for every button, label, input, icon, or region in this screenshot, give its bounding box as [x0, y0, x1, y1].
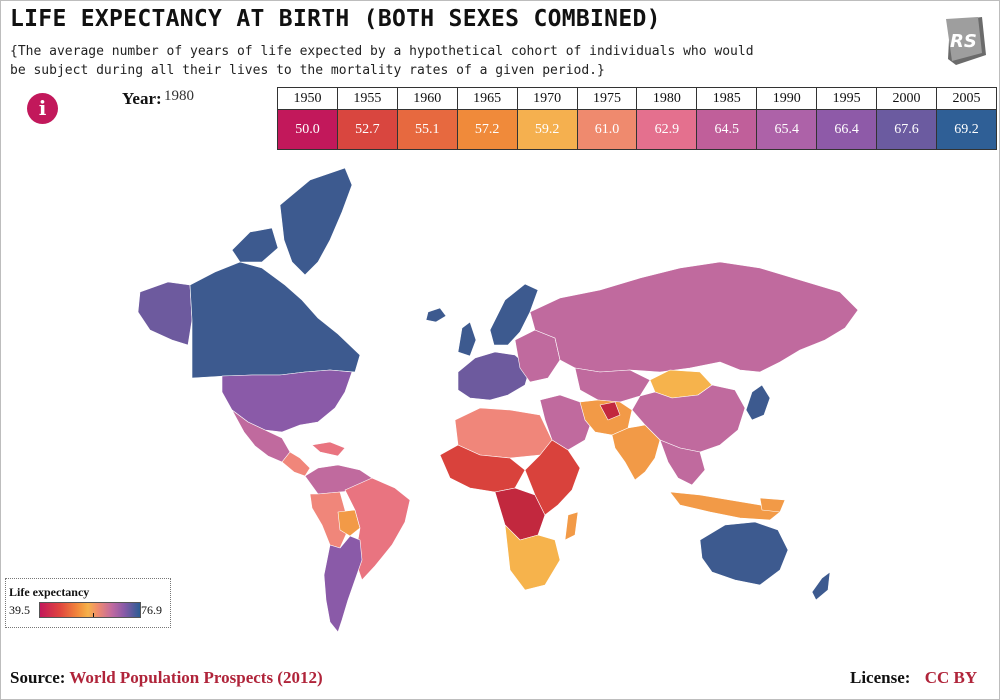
year-selector-table: 1950 1955 1960 1965 1970 1975 1980 1985 … — [277, 87, 998, 150]
source-link[interactable]: World Population Prospects (2012) — [69, 668, 323, 687]
source-label: Source: — [10, 668, 66, 687]
license-link[interactable]: CC BY — [924, 668, 978, 687]
legend-title: Life expectancy — [9, 585, 90, 599]
page-subtitle: {The average number of years of life exp… — [10, 44, 754, 78]
legend: Life expectancy 39.5 76.9 — [5, 578, 171, 628]
value-cell[interactable]: 57.2 — [456, 109, 518, 150]
license-line: License: CC BY — [850, 668, 977, 688]
region-caribbean[interactable] — [311, 441, 346, 457]
year-cell[interactable]: 1955 — [336, 87, 398, 110]
selected-year: 1980 — [164, 88, 194, 104]
value-cell[interactable]: 64.5 — [696, 109, 758, 150]
year-cell[interactable]: 1970 — [516, 87, 578, 110]
region-central-america[interactable] — [281, 451, 311, 477]
info-icon[interactable]: i — [27, 93, 58, 124]
region-greenland[interactable] — [279, 167, 353, 276]
year-cell[interactable]: 1980 — [636, 87, 698, 110]
region-japan[interactable] — [745, 384, 771, 421]
logo-face — [946, 17, 982, 61]
region-afghanistan[interactable] — [599, 401, 621, 421]
region-southern-africa[interactable] — [504, 524, 561, 591]
region-alaska[interactable] — [137, 281, 193, 346]
value-cell[interactable]: 61.0 — [576, 109, 638, 150]
year-label: Year: — [122, 89, 162, 108]
value-cell[interactable]: 65.4 — [756, 109, 818, 150]
region-western-europe[interactable] — [457, 351, 531, 401]
region-central-asia[interactable] — [574, 367, 651, 403]
year-cell[interactable]: 1950 — [277, 87, 338, 110]
region-west-africa[interactable] — [439, 444, 526, 493]
rs-logo[interactable]: RS — [942, 15, 988, 67]
year-cell[interactable]: 2005 — [935, 87, 998, 110]
region-bolivia[interactable] — [337, 509, 361, 537]
region-india[interactable] — [611, 424, 661, 481]
value-cell[interactable]: 55.1 — [396, 109, 458, 150]
year-cell[interactable]: 1985 — [696, 87, 758, 110]
region-indonesia[interactable] — [669, 491, 781, 521]
region-iceland[interactable] — [425, 307, 447, 323]
region-southeast-asia[interactable] — [659, 439, 706, 486]
region-arctic-islands[interactable] — [231, 227, 279, 263]
year-cell[interactable]: 2000 — [876, 87, 937, 110]
region-andes[interactable] — [309, 491, 349, 549]
page-title: LIFE EXPECTANCY AT BIRTH (BOTH SEXES COM… — [10, 6, 661, 32]
year-cell[interactable]: 1990 — [756, 87, 818, 110]
year-cell[interactable]: 1960 — [396, 87, 458, 110]
license-label: License: — [850, 668, 911, 687]
value-cell[interactable]: 52.7 — [336, 109, 398, 150]
value-cell[interactable]: 59.2 — [516, 109, 578, 150]
legend-min: 39.5 — [9, 603, 30, 617]
region-east-africa[interactable] — [524, 439, 581, 516]
region-madagascar[interactable] — [564, 511, 579, 541]
value-cell[interactable]: 67.6 — [876, 109, 937, 150]
value-cell[interactable]: 66.4 — [816, 109, 878, 150]
logo-text: RS — [950, 31, 977, 52]
value-row: 50.0 52.7 55.1 57.2 59.2 61.0 62.9 64.5 … — [277, 109, 998, 150]
year-cell[interactable]: 1975 — [576, 87, 638, 110]
year-cell[interactable]: 1995 — [816, 87, 878, 110]
region-russia[interactable] — [529, 261, 859, 373]
world-map[interactable] — [0, 150, 1000, 660]
region-southern-cone[interactable] — [323, 535, 363, 633]
value-cell[interactable]: 50.0 — [277, 109, 338, 150]
year-row: 1950 1955 1960 1965 1970 1975 1980 1985 … — [277, 87, 998, 110]
legend-max: 76.9 — [141, 603, 162, 617]
value-cell[interactable]: 69.2 — [935, 109, 998, 150]
region-canada[interactable] — [189, 261, 361, 379]
region-papua-new-guinea[interactable] — [759, 497, 786, 513]
region-uk[interactable] — [457, 321, 477, 357]
region-middle-east[interactable] — [539, 394, 593, 451]
legend-tick — [93, 613, 94, 617]
legend-color-scale — [39, 602, 141, 618]
region-new-zealand[interactable] — [811, 571, 831, 601]
region-australia[interactable] — [699, 521, 789, 586]
source-line: Source: World Population Prospects (2012… — [10, 668, 323, 688]
year-cell[interactable]: 1965 — [456, 87, 518, 110]
value-cell[interactable]: 62.9 — [636, 109, 698, 150]
